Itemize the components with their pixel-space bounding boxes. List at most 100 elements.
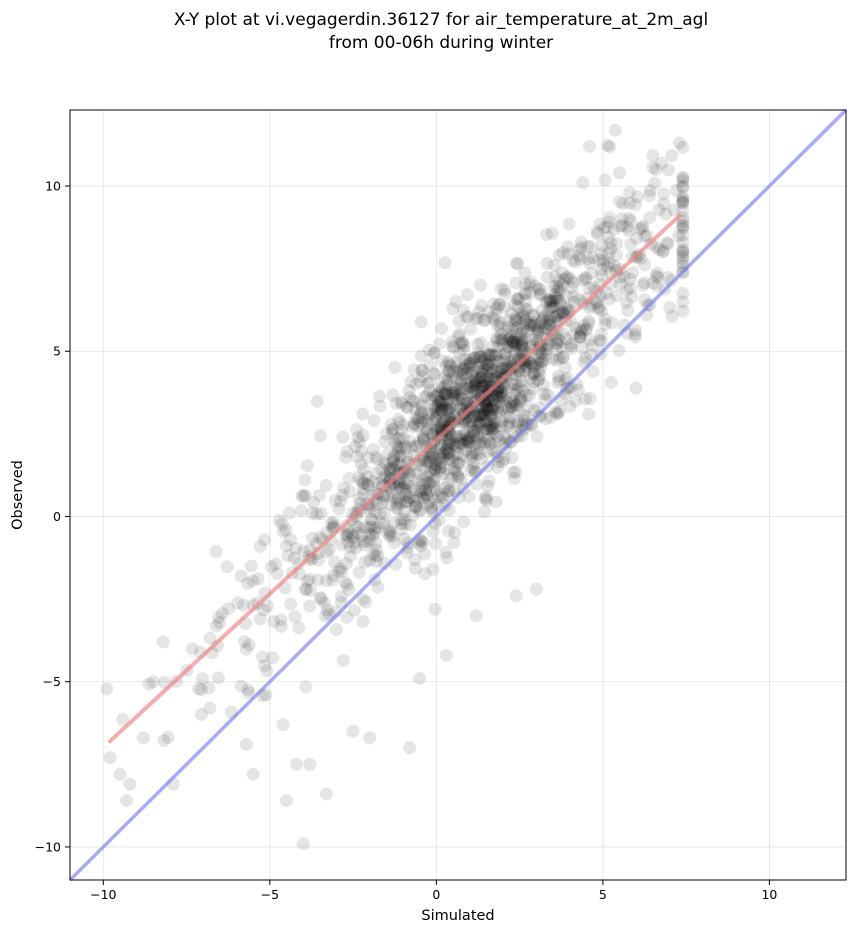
scatter-point <box>313 591 327 605</box>
scatter-point <box>371 549 385 563</box>
scatter-point <box>157 734 171 748</box>
scatter-point <box>585 338 599 352</box>
scatter-point <box>240 738 254 752</box>
scatter-point <box>424 456 438 470</box>
scatter-point <box>656 187 670 201</box>
scatter-point <box>450 398 464 412</box>
scatter-point <box>361 478 375 492</box>
scatter-point <box>401 495 415 509</box>
scatter-point <box>395 517 409 531</box>
scatter-point <box>485 347 499 361</box>
scatter-point <box>429 368 443 382</box>
scatter-point <box>352 435 366 449</box>
chart-subtitle: from 00-06h during winter <box>329 33 553 53</box>
scatter-point <box>454 375 468 389</box>
scatter-point <box>431 398 445 412</box>
scatter-point <box>532 373 546 387</box>
scatter-point <box>676 295 690 309</box>
scatter-point <box>454 388 468 402</box>
scatter-point <box>676 170 690 184</box>
scatter-point <box>555 266 569 280</box>
scatter-point <box>508 345 522 359</box>
scatter-point <box>661 270 675 284</box>
scatter-point <box>432 395 446 409</box>
scatter-point <box>568 255 582 269</box>
scatter-point <box>427 474 441 488</box>
scatter-point <box>665 309 679 323</box>
scatter-point <box>543 410 557 424</box>
scatter-point <box>447 535 461 549</box>
scatter-point <box>486 402 500 416</box>
scatter-point <box>577 318 591 332</box>
scatter-point <box>394 512 408 526</box>
scatter-point <box>550 309 564 323</box>
scatter-point <box>328 555 342 569</box>
scatter-point <box>465 374 479 388</box>
scatter-point <box>354 457 368 471</box>
scatter-point <box>393 457 407 471</box>
scatter-point <box>444 471 458 485</box>
scatter-point <box>453 363 467 377</box>
scatter-point <box>473 350 487 364</box>
scatter-point <box>502 333 516 347</box>
y-tick-label: −5 <box>43 674 61 689</box>
scatter-point <box>579 323 593 337</box>
scatter-point <box>357 462 371 476</box>
scatter-point <box>468 384 482 398</box>
scatter-point <box>414 349 428 363</box>
scatter-point <box>463 405 477 419</box>
scatter-point <box>419 488 433 502</box>
scatter-point <box>576 273 590 287</box>
scatter-point <box>406 420 420 434</box>
scatter-point <box>427 367 441 381</box>
scatter-point <box>489 415 503 429</box>
scatter-point <box>406 394 420 408</box>
scatter-point <box>530 430 544 444</box>
scatter-point <box>462 415 476 429</box>
scatter-point <box>552 351 566 365</box>
scatter-point <box>241 576 255 590</box>
scatter-point <box>602 215 616 229</box>
scatter-point <box>414 405 428 419</box>
scatter-point <box>531 320 545 334</box>
scatter-point <box>451 440 465 454</box>
scatter-point <box>409 410 423 424</box>
scatter-point <box>405 440 419 454</box>
scatter-point <box>366 547 380 561</box>
scatter-point <box>483 373 497 387</box>
scatter-point <box>449 371 463 385</box>
scatter-point <box>304 583 318 597</box>
scatter-point <box>494 316 508 330</box>
scatter-point <box>525 315 539 329</box>
scatter-point <box>486 394 500 408</box>
scatter-point <box>537 324 551 338</box>
scatter-point <box>439 387 453 401</box>
scatter-point <box>418 567 432 581</box>
scatter-point <box>489 388 503 402</box>
scatter-point <box>319 478 333 492</box>
scatter-point <box>382 463 396 477</box>
scatter-point <box>421 470 435 484</box>
scatter-point <box>313 429 327 443</box>
scatter-point <box>443 357 457 371</box>
scatter-point <box>479 359 493 373</box>
scatter-point <box>661 163 675 177</box>
scatter-point <box>551 283 565 297</box>
scatter-point <box>529 279 543 293</box>
scatter-point <box>514 337 528 351</box>
scatter-point <box>538 342 552 356</box>
x-axis-label: Simulated <box>421 908 494 924</box>
scatter-point <box>547 300 561 314</box>
reference-lines <box>68 108 848 882</box>
scatter-point <box>450 429 464 443</box>
scatter-point <box>527 309 541 323</box>
scatter-point <box>450 467 464 481</box>
x-tick-label: 5 <box>599 887 607 902</box>
scatter-point <box>624 237 638 251</box>
scatter-point <box>582 281 596 295</box>
scatter-point <box>543 301 557 315</box>
scatter-point <box>485 349 499 363</box>
scatter-point <box>551 376 565 390</box>
scatter-point <box>617 270 631 284</box>
scatter-point <box>384 465 398 479</box>
